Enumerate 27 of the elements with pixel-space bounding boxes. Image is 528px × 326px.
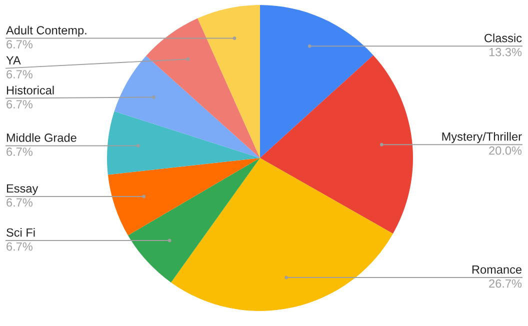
slice-label: Historical [6,86,54,94]
pie-slice [146,18,260,158]
data-label: 6.7% [6,148,32,156]
slice-label: Middle Grade [6,133,76,142]
data-label: 6.7% [6,70,32,78]
slice-label: Adult Contemp. [6,26,86,37]
data-label: 6.7% [6,100,32,108]
pie-slice [171,158,393,311]
data-label: 6.7% [6,198,32,207]
slice-label: Romance [472,265,522,274]
slice-label: YA [6,56,21,64]
pie-slice [260,5,374,158]
pie-slice [260,55,413,234]
slice-label: Classic [484,34,522,42]
pie-slice [128,158,260,282]
pie-slice [114,56,260,158]
data-label: 26.7% [489,279,522,288]
data-label: 6.7% [6,242,32,251]
pie-slice [108,158,260,236]
slice-label: Mystery/Thriller [442,132,522,144]
data-label: 13.3% [489,48,522,56]
slice-label: Essay [6,184,38,195]
data-label: 20.0% [489,146,522,155]
slice-label: Sci Fi [6,228,35,237]
pie-slice [198,5,260,158]
data-label: 6.7% [6,40,32,48]
pie-slice [107,111,260,175]
